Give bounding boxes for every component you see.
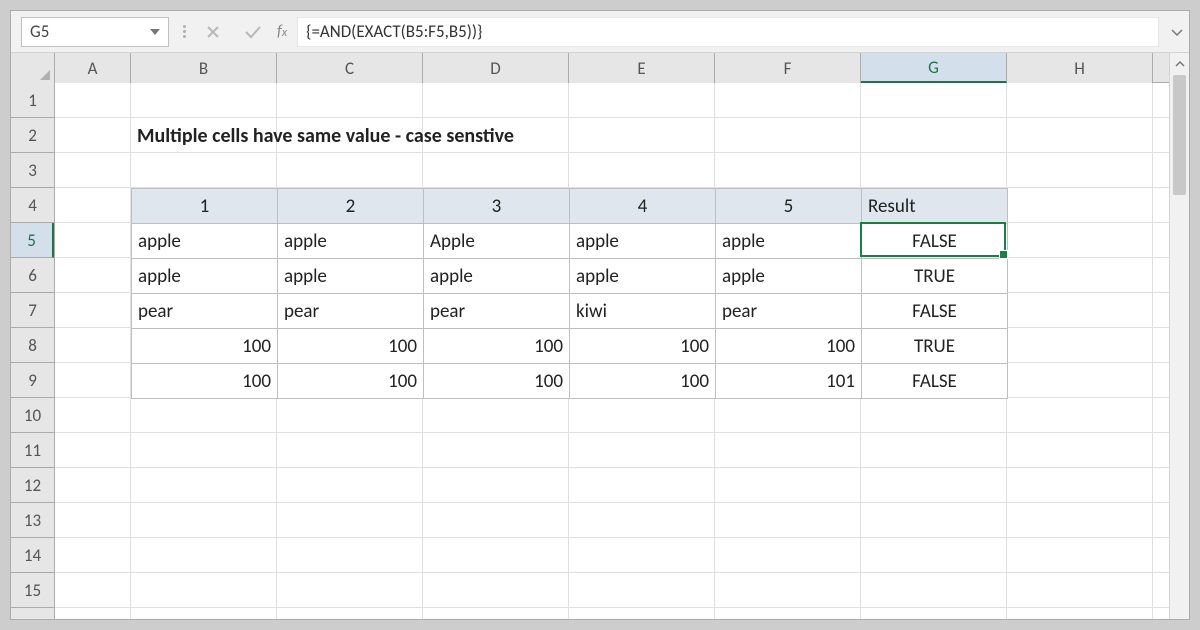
- table-cell[interactable]: apple: [570, 224, 716, 259]
- result-cell[interactable]: FALSE: [862, 364, 1008, 399]
- table-header: 5: [716, 189, 862, 224]
- name-box[interactable]: G5: [21, 17, 169, 47]
- table-cell[interactable]: Apple: [424, 224, 570, 259]
- row-header-3[interactable]: 3: [11, 153, 54, 188]
- scrollbar-thumb[interactable]: [1173, 75, 1186, 195]
- column-headers: ABCDEFGH: [11, 53, 1169, 83]
- result-cell[interactable]: TRUE: [862, 259, 1008, 294]
- row-header-14[interactable]: 14: [11, 538, 54, 573]
- table-cell[interactable]: 100: [132, 364, 278, 399]
- table-header: 4: [570, 189, 716, 224]
- row-header-5[interactable]: 5: [11, 223, 54, 258]
- table-row: pearpearpearkiwipearFALSE: [132, 294, 1008, 329]
- row-header-9[interactable]: 9: [11, 363, 54, 398]
- column-header-E[interactable]: E: [569, 53, 715, 83]
- fx-icon[interactable]: fx: [277, 22, 287, 41]
- table-cell[interactable]: 100: [424, 364, 570, 399]
- table-cell[interactable]: apple: [716, 224, 862, 259]
- row-header-6[interactable]: 6: [11, 258, 54, 293]
- table-cell[interactable]: pear: [278, 294, 424, 329]
- table-cell[interactable]: 100: [132, 329, 278, 364]
- sheet-area: ABCDEFGH 123456789101112131415 Multiple …: [11, 53, 1189, 619]
- table-cell[interactable]: 100: [278, 329, 424, 364]
- excel-window: G5 fx {=AND(EXACT(B5:F5,B5))}: [10, 10, 1190, 620]
- row-header-7[interactable]: 7: [11, 293, 54, 328]
- scroll-up-icon[interactable]: [1170, 53, 1189, 75]
- column-header-G[interactable]: G: [861, 53, 1007, 83]
- row-headers: 123456789101112131415: [11, 83, 55, 619]
- row-header-2[interactable]: 2: [11, 118, 54, 153]
- table-cell[interactable]: pear: [132, 294, 278, 329]
- table-row: 100100100100100TRUE: [132, 329, 1008, 364]
- formula-text: {=AND(EXACT(B5:F5,B5))}: [306, 21, 482, 42]
- expand-formula-bar-icon[interactable]: [1165, 17, 1189, 47]
- cell-grid[interactable]: Multiple cells have same value - case se…: [55, 83, 1169, 619]
- table-cell[interactable]: 100: [716, 329, 862, 364]
- column-header-B[interactable]: B: [131, 53, 277, 83]
- table-cell[interactable]: 100: [570, 329, 716, 364]
- row-header-13[interactable]: 13: [11, 503, 54, 538]
- table-header: 2: [278, 189, 424, 224]
- row-header-15[interactable]: 15: [11, 573, 54, 608]
- table-cell[interactable]: 100: [278, 364, 424, 399]
- table-cell[interactable]: kiwi: [570, 294, 716, 329]
- select-all-corner[interactable]: [11, 53, 55, 83]
- table-row: appleappleAppleappleappleFALSE: [132, 224, 1008, 259]
- row-header-10[interactable]: 10: [11, 398, 54, 433]
- grid-body: 123456789101112131415 Multiple cells hav…: [11, 83, 1169, 619]
- table-cell[interactable]: apple: [278, 224, 424, 259]
- table-header: 1: [132, 189, 278, 224]
- grid-wrapper: ABCDEFGH 123456789101112131415 Multiple …: [11, 53, 1169, 619]
- table-cell[interactable]: apple: [570, 259, 716, 294]
- column-header-F[interactable]: F: [715, 53, 861, 83]
- data-table: 12345ResultappleappleAppleappleappleFALS…: [131, 188, 1008, 399]
- row-header-8[interactable]: 8: [11, 328, 54, 363]
- result-cell[interactable]: TRUE: [862, 329, 1008, 364]
- table-row: appleappleappleappleappleTRUE: [132, 259, 1008, 294]
- table-cell[interactable]: apple: [132, 224, 278, 259]
- formula-input[interactable]: {=AND(EXACT(B5:F5,B5))}: [297, 17, 1159, 47]
- result-cell[interactable]: FALSE: [862, 294, 1008, 329]
- separator-icon: [175, 25, 193, 38]
- vertical-scrollbar[interactable]: [1169, 53, 1189, 619]
- table-cell[interactable]: 101: [716, 364, 862, 399]
- row-header-12[interactable]: 12: [11, 468, 54, 503]
- scrollbar-track[interactable]: [1170, 75, 1189, 619]
- table-cell[interactable]: apple: [716, 259, 862, 294]
- table-header: Result: [862, 189, 1008, 224]
- row-header-11[interactable]: 11: [11, 433, 54, 468]
- table-cell[interactable]: apple: [278, 259, 424, 294]
- table-cell[interactable]: apple: [424, 259, 570, 294]
- column-header-A[interactable]: A: [55, 53, 131, 83]
- table-cell[interactable]: 100: [570, 364, 716, 399]
- check-icon[interactable]: [233, 17, 273, 47]
- table-cell[interactable]: apple: [132, 259, 278, 294]
- result-cell[interactable]: FALSE: [862, 224, 1008, 259]
- table-cell[interactable]: 100: [424, 329, 570, 364]
- table-header: 3: [424, 189, 570, 224]
- row-header-1[interactable]: 1: [11, 83, 54, 118]
- column-header-H[interactable]: H: [1007, 53, 1153, 83]
- name-box-value: G5: [30, 21, 49, 42]
- cancel-icon[interactable]: [193, 17, 233, 47]
- column-header-D[interactable]: D: [423, 53, 569, 83]
- column-header-C[interactable]: C: [277, 53, 423, 83]
- table-cell[interactable]: pear: [716, 294, 862, 329]
- table-row: 100100100100101FALSE: [132, 364, 1008, 399]
- table-cell[interactable]: pear: [424, 294, 570, 329]
- chevron-down-icon[interactable]: [150, 29, 160, 35]
- screenshot-frame: G5 fx {=AND(EXACT(B5:F5,B5))}: [0, 0, 1200, 630]
- formula-bar: G5 fx {=AND(EXACT(B5:F5,B5))}: [11, 11, 1189, 53]
- page-title: Multiple cells have same value - case se…: [137, 124, 514, 148]
- row-header-4[interactable]: 4: [11, 188, 54, 223]
